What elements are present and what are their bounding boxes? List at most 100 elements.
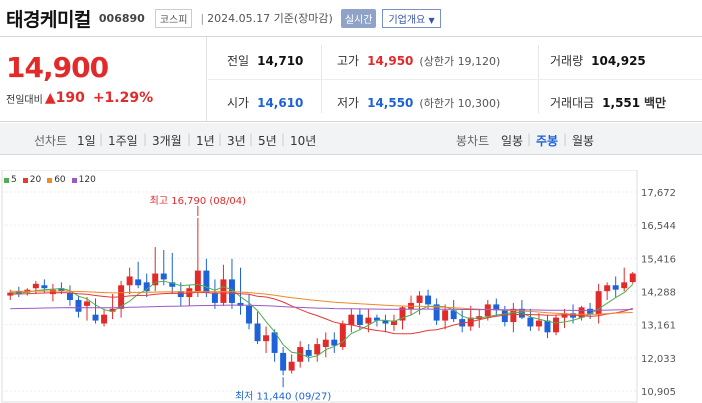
high-annotation: 최고 16,790 (08/04) xyxy=(150,195,246,207)
candle-body xyxy=(322,339,329,348)
realtime-button[interactable]: 실시간 xyxy=(340,8,377,28)
candle-body xyxy=(271,332,278,353)
row-divider xyxy=(208,79,702,80)
legend-ma60: 60 xyxy=(47,175,66,185)
candle-body xyxy=(101,314,108,324)
y-tick-label: 16,544 xyxy=(641,221,676,232)
candle-body xyxy=(399,307,406,321)
price-summary: 14,900 전일대비 ▲ 190 +1.29% 전일 14,710 고가 14,9… xyxy=(0,36,702,122)
current-price: 14,900 xyxy=(6,51,109,84)
candle-body xyxy=(561,313,568,318)
candle-body xyxy=(433,304,440,321)
candle-body xyxy=(7,292,14,296)
candle-body xyxy=(92,314,99,321)
candle-body xyxy=(263,335,270,342)
candle-body xyxy=(143,282,150,292)
candle-body xyxy=(604,285,611,292)
candle-body xyxy=(501,310,508,323)
candle-body xyxy=(382,320,389,324)
y-tick-label: 13,161 xyxy=(641,321,676,332)
quote-date: | 2024.05.17 기준(장마감) xyxy=(200,12,333,25)
tab-monthly[interactable]: 월봉 xyxy=(572,134,595,148)
market-badge: 코스피 xyxy=(154,8,193,28)
candle-body xyxy=(587,308,594,315)
candle-chart-label: 봉차트 xyxy=(456,134,490,148)
candle-body xyxy=(32,283,39,289)
candle-body xyxy=(288,361,295,371)
high-price: 고가 14,950 (상한가 19,120) xyxy=(337,54,501,68)
candle-body xyxy=(365,317,372,324)
candle-body xyxy=(595,291,602,315)
tab-1d[interactable]: 1일 xyxy=(77,134,96,148)
quote-grid: 전일 14,710 고가 14,950 (상한가 19,120) 거래량 104,925… xyxy=(208,37,702,121)
tab-3y[interactable]: 3년 xyxy=(227,134,246,148)
candle-body xyxy=(493,304,500,311)
candle-body xyxy=(629,273,636,283)
candle-body xyxy=(237,302,244,306)
candle-body xyxy=(152,273,159,286)
stock-code: 006890 xyxy=(98,11,145,25)
company-name: 태경케미컬 xyxy=(6,8,91,31)
candle-body xyxy=(527,317,534,327)
tab-weekly[interactable]: 주봉 xyxy=(536,134,559,148)
candle-body xyxy=(442,310,449,321)
candle-body xyxy=(578,307,585,318)
candle-body xyxy=(373,317,380,321)
legend-ma20: 20 xyxy=(22,175,41,185)
y-tick-label: 17,672 xyxy=(641,188,676,199)
candle-body xyxy=(246,305,253,324)
tab-10y[interactable]: 10년 xyxy=(290,134,317,148)
date-separator-icon: | xyxy=(200,12,205,25)
candle-body xyxy=(425,295,432,305)
candle-body xyxy=(356,314,363,325)
ma-line-20 xyxy=(10,291,633,335)
candle-body xyxy=(416,295,423,303)
candle-body xyxy=(621,282,628,289)
candle-body xyxy=(535,320,542,327)
candle-body xyxy=(612,285,619,290)
chart-tabs: 선차트 1일 | 1주일 | 3개월 | 1년 | 3년 | 5년 | 10년 … xyxy=(0,123,702,155)
candle-body xyxy=(58,288,65,292)
company-info-dropdown[interactable]: 기업개요 ▼ xyxy=(382,8,441,28)
tab-1y[interactable]: 1년 xyxy=(196,134,215,148)
legend-ma5: 5 xyxy=(4,175,17,185)
candle-body xyxy=(194,270,201,292)
candle-body xyxy=(84,301,90,306)
ma-line-120 xyxy=(10,304,633,311)
tab-daily[interactable]: 일봉 xyxy=(501,134,524,148)
chevron-down-icon: ▼ xyxy=(428,15,435,25)
candle-body xyxy=(544,320,551,333)
candle-body xyxy=(109,308,116,312)
ma-line-60 xyxy=(10,290,633,315)
prev-close: 전일 14,710 xyxy=(227,54,304,68)
legend-ma120: 120 xyxy=(71,175,96,185)
ma-line-5 xyxy=(10,280,634,359)
candle-body xyxy=(390,320,397,325)
candle-body xyxy=(254,323,261,342)
tab-5y[interactable]: 5년 xyxy=(258,134,277,148)
line-chart-label: 선차트 xyxy=(34,134,68,148)
tab-1w[interactable]: 1주일 xyxy=(108,134,138,148)
stock-header: 태경케미컬 006890 코스피 | 2024.05.17 기준(장마감) 실시간… xyxy=(0,0,702,36)
candle-body xyxy=(450,310,457,320)
trade-amount: 거래대금 1,551 백만 xyxy=(550,96,667,110)
candle-body xyxy=(41,285,48,289)
ma-legend: 5 20 60 120 xyxy=(4,175,96,185)
y-tick-label: 12,033 xyxy=(641,354,676,365)
current-price-box: 14,900 전일대비 ▲ 190 +1.29% xyxy=(0,37,207,121)
y-tick-label: 14,288 xyxy=(641,288,676,299)
candle-body xyxy=(510,308,517,323)
candle-body xyxy=(135,279,142,286)
candle-body xyxy=(280,352,287,371)
candle-body xyxy=(228,279,235,303)
candle-body xyxy=(203,270,210,293)
candle-body xyxy=(160,273,167,280)
open-price: 시가 14,610 xyxy=(227,96,304,110)
candle-body xyxy=(297,347,304,362)
volume: 거래량 104,925 xyxy=(550,54,646,68)
tab-3m[interactable]: 3개월 xyxy=(152,134,182,148)
candle-body xyxy=(305,349,312,356)
candle-body xyxy=(314,344,321,355)
y-tick-label: 10,905 xyxy=(641,387,676,398)
candle-body xyxy=(484,304,491,317)
